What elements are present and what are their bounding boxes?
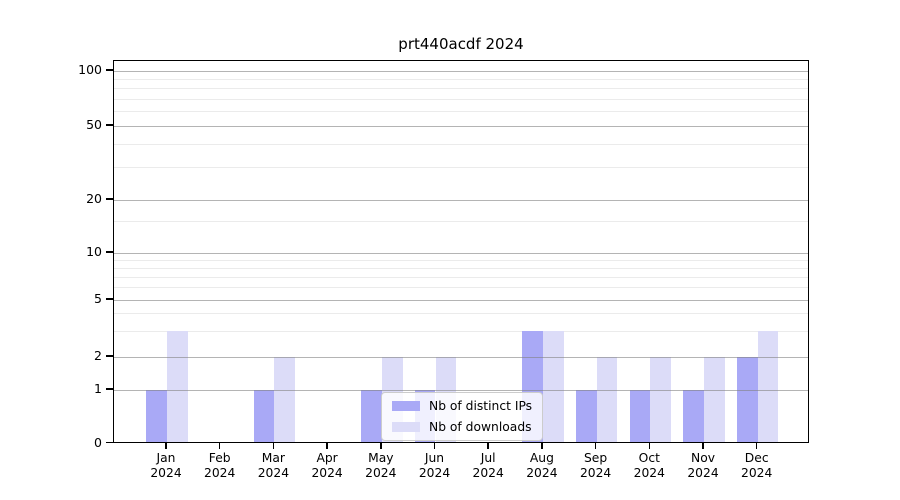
plot-area: Nb of distinct IPs Nb of downloads xyxy=(113,60,809,443)
minor-gridline xyxy=(114,143,808,145)
legend-label: Nb of downloads xyxy=(429,420,532,434)
bar-downloads xyxy=(274,356,296,442)
minor-gridline xyxy=(114,267,808,269)
x-tick-label: Jan 2024 xyxy=(150,451,182,480)
major-gridline xyxy=(114,125,808,127)
x-tick-label: Dec 2024 xyxy=(741,451,773,480)
x-tick-label: Jul 2024 xyxy=(472,451,504,480)
major-gridline xyxy=(114,199,808,201)
x-tick-label: Jun 2024 xyxy=(418,451,451,480)
y-tick-mark xyxy=(106,441,113,444)
x-tick-mark xyxy=(433,443,436,449)
x-tick-label: Apr 2024 xyxy=(311,451,343,480)
bar-downloads xyxy=(596,356,618,442)
chart-title: prt440acdf 2024 xyxy=(398,35,524,53)
minor-gridline xyxy=(114,287,808,289)
y-tick-label: 100 xyxy=(78,62,102,77)
y-tick-label: 1 xyxy=(94,381,102,396)
minor-gridline xyxy=(114,166,808,168)
x-tick-mark xyxy=(755,443,758,449)
minor-gridline xyxy=(114,98,808,100)
legend-row: Nb of downloads xyxy=(392,418,532,436)
bar-downloads xyxy=(704,356,725,442)
y-tick-label: 50 xyxy=(86,117,102,132)
x-tick-mark xyxy=(165,443,167,449)
minor-gridline xyxy=(114,111,808,113)
x-tick-label: Oct 2024 xyxy=(633,451,665,480)
bar-distinct-ips xyxy=(683,389,704,442)
major-gridline xyxy=(114,356,808,358)
major-gridline xyxy=(114,299,808,301)
y-tick-mark xyxy=(106,298,113,300)
major-gridline xyxy=(114,252,808,254)
bar-downloads xyxy=(542,331,564,442)
minor-gridline xyxy=(114,78,808,80)
legend-label: Nb of distinct IPs xyxy=(429,399,533,413)
y-tick-mark xyxy=(106,69,113,71)
minor-gridline xyxy=(114,313,808,315)
major-gridline xyxy=(114,389,808,391)
x-tick-mark xyxy=(541,443,543,449)
bar-distinct-ips xyxy=(736,356,758,442)
y-tick-mark xyxy=(106,124,113,126)
bar-downloads xyxy=(757,331,779,442)
x-tick-mark xyxy=(702,443,704,449)
y-tick-mark xyxy=(106,198,113,200)
minor-gridline xyxy=(114,259,808,261)
legend-swatch-icon xyxy=(392,401,420,411)
y-tick-label: 0 xyxy=(94,434,102,450)
x-tick-mark xyxy=(648,443,651,449)
y-tick-label: 20 xyxy=(86,191,102,206)
y-tick-mark xyxy=(106,388,113,390)
x-tick-label: Sep 2024 xyxy=(579,451,612,480)
y-tick-label: 5 xyxy=(94,291,102,306)
major-gridline xyxy=(114,70,808,72)
legend-row: Nb of distinct IPs xyxy=(392,397,532,415)
minor-gridline xyxy=(114,221,808,223)
legend-swatch-icon xyxy=(392,422,420,432)
bar-distinct-ips xyxy=(575,389,597,442)
bar-distinct-ips xyxy=(629,389,651,442)
x-tick-mark xyxy=(218,443,221,449)
x-tick-label: Mar 2024 xyxy=(257,451,290,480)
x-tick-label: Aug 2024 xyxy=(526,451,558,480)
x-tick-label: May 2024 xyxy=(365,451,397,480)
minor-gridline xyxy=(114,88,808,90)
x-tick-mark xyxy=(487,443,489,449)
x-tick-label: Feb 2024 xyxy=(204,451,236,480)
bar-downloads xyxy=(650,356,672,442)
y-tick-mark xyxy=(106,355,113,357)
y-tick-label: 10 xyxy=(86,244,102,259)
x-tick-mark xyxy=(380,443,382,449)
bar-distinct-ips xyxy=(253,389,275,442)
y-tick-label: 2 xyxy=(94,348,102,363)
legend: Nb of distinct IPs Nb of downloads xyxy=(381,392,544,441)
bar-downloads xyxy=(167,331,188,442)
x-tick-mark xyxy=(594,443,597,449)
x-tick-mark xyxy=(326,443,328,449)
x-tick-label: Nov 2024 xyxy=(687,451,719,480)
bar-distinct-ips xyxy=(361,389,382,442)
bar-distinct-ips xyxy=(146,389,167,442)
y-tick-mark xyxy=(106,251,113,253)
minor-gridline xyxy=(114,276,808,278)
x-tick-mark xyxy=(272,443,275,449)
minor-gridline xyxy=(114,331,808,333)
